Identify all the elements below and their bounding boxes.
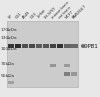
Bar [57, 44, 64, 48]
Bar [15, 44, 21, 48]
Text: 170kDa: 170kDa [1, 28, 17, 32]
Bar [72, 72, 77, 76]
Text: COPB1: COPB1 [81, 44, 98, 48]
Text: 55kDa: 55kDa [1, 74, 15, 78]
Text: rat brain: rat brain [57, 5, 72, 19]
Text: CG3: CG3 [29, 11, 38, 19]
Text: CG1: CG1 [15, 11, 23, 19]
Bar [8, 44, 14, 48]
Bar [64, 72, 70, 76]
Bar [8, 81, 14, 84]
Text: Jurkat: Jurkat [36, 9, 47, 19]
Bar [64, 64, 70, 67]
Text: SP: SP [8, 13, 14, 19]
Text: RAW264.7: RAW264.7 [72, 3, 87, 19]
Bar [64, 44, 71, 48]
Bar [29, 44, 35, 48]
Text: 130kDa: 130kDa [1, 36, 17, 40]
Text: 100kDa: 100kDa [1, 47, 17, 51]
Text: A549: A549 [22, 10, 32, 19]
Bar [43, 44, 49, 48]
Bar [7, 21, 78, 87]
Text: SH-SY5Y: SH-SY5Y [43, 6, 57, 19]
Text: mouse brain: mouse brain [50, 0, 69, 19]
Text: MCF7: MCF7 [64, 9, 74, 19]
Bar [71, 44, 78, 48]
Bar [50, 64, 56, 67]
Bar [50, 44, 56, 48]
Text: 70kDa: 70kDa [1, 62, 15, 66]
Bar [36, 44, 42, 48]
Bar [22, 44, 28, 48]
